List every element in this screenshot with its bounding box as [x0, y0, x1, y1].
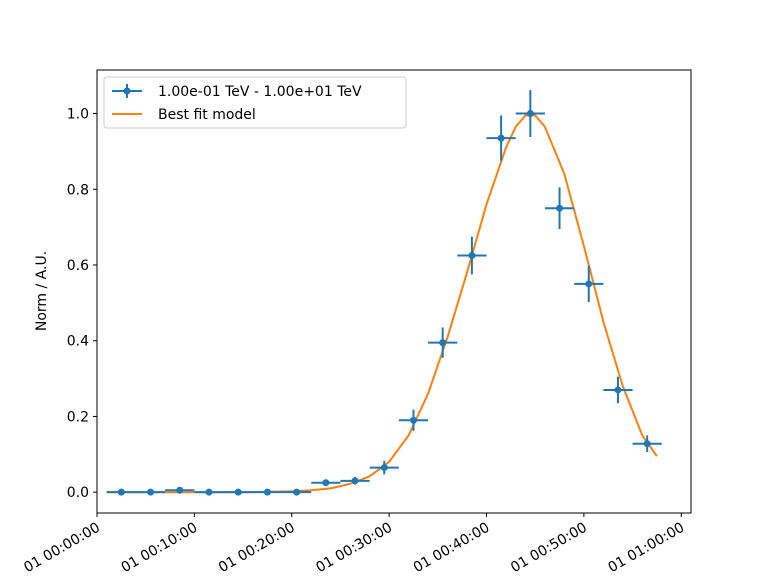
data-point	[614, 386, 622, 394]
data-point	[497, 134, 505, 142]
y-tick-label: 0.8	[67, 182, 89, 198]
y-axis-label: Norm / A.U.	[34, 251, 50, 331]
data-point	[117, 488, 125, 496]
data-point	[409, 416, 417, 424]
data-point	[380, 464, 388, 472]
legend-label-data: 1.00e-01 TeV - 1.00e+01 TeV	[158, 84, 362, 100]
legend: 1.00e-01 TeV - 1.00e+01 TeV Best fit mode…	[103, 76, 407, 129]
y-tick-label: 0.4	[67, 334, 89, 350]
data-point	[234, 488, 242, 496]
legend-box	[103, 76, 407, 129]
data-point	[263, 488, 271, 496]
data-point	[351, 477, 359, 485]
data-point	[468, 252, 476, 260]
legend-marker-point	[123, 87, 131, 95]
data-point	[322, 479, 330, 487]
y-tick-label: 1.0	[67, 107, 89, 123]
y-tick-label: 0.2	[67, 409, 89, 425]
axes-frame	[96, 69, 692, 514]
y-tick-label: 0.6	[67, 258, 89, 274]
data-point	[585, 280, 593, 288]
data-point	[643, 440, 651, 448]
plot-area	[106, 90, 662, 496]
data-point	[556, 204, 564, 212]
data-point	[147, 488, 155, 496]
data-point	[439, 339, 447, 347]
data-point	[176, 486, 184, 494]
y-tick-label: 0.0	[67, 485, 89, 501]
legend-label-fit: Best fit model	[158, 107, 256, 123]
data-point	[205, 488, 213, 496]
data-point	[526, 110, 534, 118]
data-point	[293, 488, 301, 496]
